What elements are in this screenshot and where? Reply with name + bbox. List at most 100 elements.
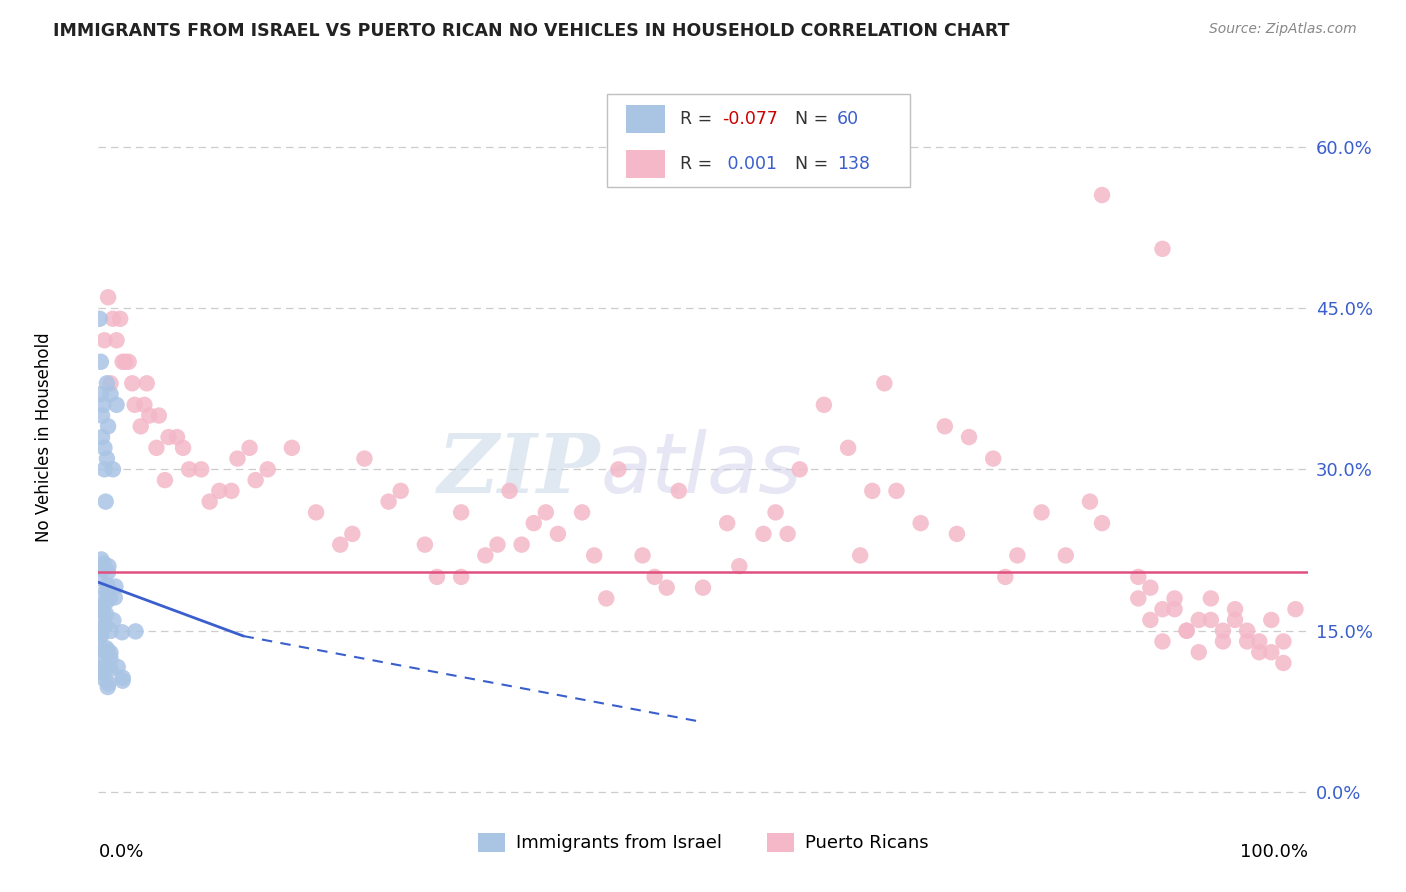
Point [957, 430, 980, 444]
Point [111, 671, 134, 685]
Point [1212, 624, 1234, 638]
Point [1272, 656, 1295, 670]
Point [100, 651, 122, 665]
Point [1031, 505, 1053, 519]
Point [498, 483, 520, 498]
Point [114, 355, 136, 369]
Point [692, 581, 714, 595]
Point [450, 505, 472, 519]
Point [752, 527, 775, 541]
Point [89, 665, 111, 679]
Point [934, 419, 956, 434]
Point [1236, 624, 1258, 638]
Point [1128, 570, 1150, 584]
Point [100, 646, 122, 660]
Point [94, 618, 117, 632]
Point [523, 516, 546, 530]
Point [245, 473, 267, 487]
Point [104, 591, 127, 605]
Point [172, 441, 194, 455]
Point [89, 652, 111, 666]
Point [994, 570, 1017, 584]
Point [97, 419, 120, 434]
Point [111, 355, 134, 369]
Point [1152, 634, 1174, 648]
Point [89, 642, 111, 657]
Text: R =: R = [681, 110, 717, 128]
Point [389, 483, 412, 498]
Point [93, 462, 115, 476]
Point [239, 441, 262, 455]
Point [655, 581, 678, 595]
Point [94, 595, 117, 609]
Point [728, 559, 751, 574]
Point [96, 376, 118, 391]
Text: 138: 138 [837, 155, 870, 173]
Point [510, 538, 533, 552]
Point [860, 483, 883, 498]
Point [1260, 645, 1282, 659]
Point [91, 430, 114, 444]
Point [413, 538, 436, 552]
Point [1249, 645, 1271, 659]
Point [124, 398, 146, 412]
Point [583, 549, 606, 563]
Point [631, 549, 654, 563]
Text: R =: R = [681, 155, 717, 173]
Text: 60: 60 [837, 110, 859, 128]
Point [1260, 613, 1282, 627]
Text: ZIP: ZIP [437, 430, 600, 510]
Point [153, 473, 176, 487]
Point [90, 628, 112, 642]
Point [377, 494, 399, 508]
Point [571, 505, 593, 519]
Point [91, 561, 114, 575]
Point [1078, 494, 1101, 508]
Point [1199, 613, 1222, 627]
Text: 0.0%: 0.0% [98, 843, 143, 861]
Point [96, 451, 118, 466]
Point [910, 516, 932, 530]
Point [135, 376, 157, 391]
Point [1163, 602, 1185, 616]
Point [111, 673, 134, 688]
Point [97, 565, 120, 579]
Point [105, 333, 128, 347]
Point [96, 646, 118, 660]
Text: 0.001: 0.001 [723, 155, 778, 173]
Text: 100.0%: 100.0% [1240, 843, 1308, 861]
Point [148, 409, 170, 423]
Point [94, 583, 117, 598]
Point [1128, 591, 1150, 606]
Point [89, 571, 111, 585]
Point [90, 552, 112, 566]
Point [765, 505, 787, 519]
Point [981, 451, 1004, 466]
Text: N =: N = [794, 110, 834, 128]
Point [93, 441, 115, 455]
Point [90, 562, 112, 576]
FancyBboxPatch shape [607, 94, 910, 187]
Point [107, 660, 129, 674]
Point [1272, 634, 1295, 648]
Point [474, 549, 496, 563]
Point [94, 619, 117, 633]
Text: Source: ZipAtlas.com: Source: ZipAtlas.com [1209, 22, 1357, 37]
Point [668, 483, 690, 498]
Point [776, 527, 799, 541]
Point [108, 311, 131, 326]
Point [89, 624, 111, 639]
Point [1223, 613, 1246, 627]
Point [91, 603, 114, 617]
Point [111, 625, 134, 640]
Point [1188, 613, 1211, 627]
Point [91, 398, 114, 412]
Point [89, 601, 111, 615]
Point [450, 570, 472, 584]
Point [89, 592, 111, 607]
Point [91, 409, 114, 423]
Point [1249, 634, 1271, 648]
Point [873, 376, 896, 391]
Point [534, 505, 557, 519]
Point [134, 398, 156, 412]
